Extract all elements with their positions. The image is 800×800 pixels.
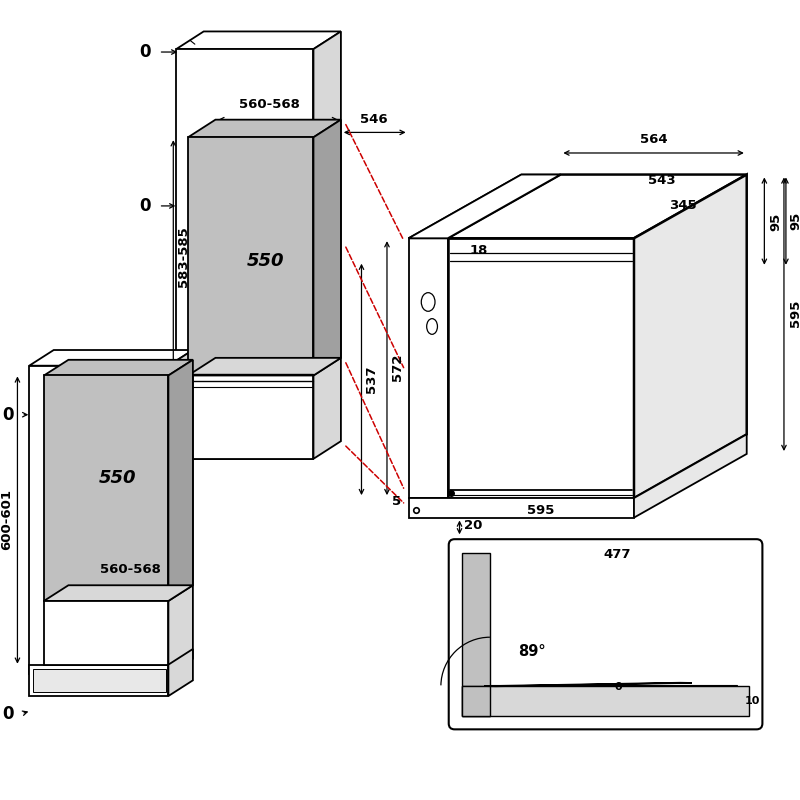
Text: 560-568: 560-568 [239, 98, 300, 111]
Text: 560-568: 560-568 [100, 563, 161, 577]
Text: 0: 0 [2, 406, 14, 424]
Polygon shape [33, 669, 166, 692]
Polygon shape [44, 586, 193, 601]
Polygon shape [188, 120, 341, 138]
Polygon shape [409, 174, 561, 238]
Polygon shape [188, 138, 314, 375]
Text: 537: 537 [366, 366, 378, 393]
Text: 572: 572 [391, 354, 404, 382]
Polygon shape [176, 49, 314, 459]
Text: 550: 550 [246, 252, 284, 270]
Text: 595: 595 [527, 504, 554, 517]
Polygon shape [168, 360, 193, 601]
Text: 477: 477 [603, 548, 631, 561]
Polygon shape [44, 601, 168, 665]
Polygon shape [448, 174, 746, 238]
Text: 0: 0 [139, 43, 150, 61]
Polygon shape [314, 31, 341, 459]
Polygon shape [176, 375, 314, 459]
Polygon shape [30, 350, 193, 366]
Polygon shape [188, 358, 341, 375]
Text: 550: 550 [98, 470, 136, 487]
Polygon shape [462, 686, 749, 716]
Polygon shape [448, 238, 634, 498]
Text: 583-585: 583-585 [178, 226, 190, 286]
Text: 0: 0 [139, 197, 150, 215]
Text: 20: 20 [465, 519, 482, 532]
Polygon shape [409, 498, 634, 518]
Text: 95: 95 [770, 213, 782, 230]
Polygon shape [409, 238, 448, 498]
Text: 543: 543 [648, 174, 675, 187]
Text: 0: 0 [2, 705, 14, 722]
Polygon shape [176, 31, 341, 49]
Text: 0: 0 [614, 682, 622, 692]
Text: 595: 595 [789, 300, 800, 327]
Text: 95: 95 [790, 212, 800, 230]
Polygon shape [44, 360, 193, 375]
Polygon shape [168, 649, 193, 696]
Text: 10: 10 [745, 696, 760, 706]
Text: 89°: 89° [518, 645, 546, 659]
Polygon shape [462, 686, 490, 716]
Polygon shape [462, 553, 490, 716]
Text: 345: 345 [669, 199, 697, 212]
Polygon shape [634, 434, 746, 518]
Polygon shape [168, 350, 193, 674]
Polygon shape [30, 366, 168, 674]
FancyBboxPatch shape [449, 539, 762, 730]
Polygon shape [484, 682, 692, 686]
Text: 564: 564 [640, 133, 667, 146]
Polygon shape [44, 375, 168, 601]
Polygon shape [634, 174, 746, 498]
Text: 18: 18 [470, 243, 488, 257]
Text: 600-601: 600-601 [1, 489, 14, 550]
Polygon shape [409, 174, 561, 238]
Polygon shape [314, 120, 341, 375]
Text: 5: 5 [392, 495, 402, 509]
Polygon shape [30, 665, 168, 696]
Text: 546: 546 [361, 113, 388, 126]
